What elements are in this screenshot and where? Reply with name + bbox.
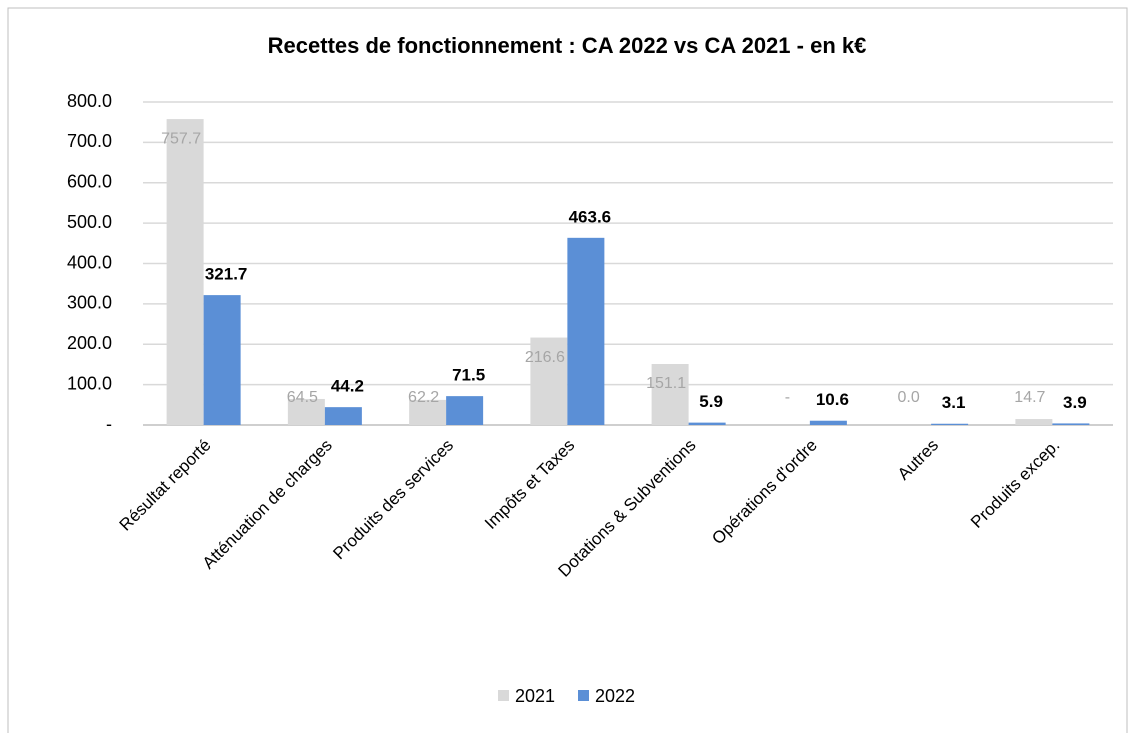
bar (688, 422, 726, 425)
bar (809, 420, 847, 425)
data-label: 62.2 (408, 389, 439, 406)
data-label: - (785, 389, 790, 406)
data-label: 71.5 (452, 366, 485, 385)
y-tick-label: - (106, 414, 112, 434)
data-label: 463.6 (569, 207, 612, 226)
y-tick-label: 400.0 (67, 252, 112, 272)
data-label: 14.7 (1014, 389, 1045, 406)
y-tick-label: 500.0 (67, 212, 112, 232)
data-label: 151.1 (646, 375, 686, 392)
data-label: 44.2 (331, 377, 364, 396)
data-label: 10.6 (816, 390, 849, 409)
bar (446, 396, 484, 425)
data-label: 0.0 (898, 389, 920, 406)
bar (166, 119, 204, 426)
bar (1015, 419, 1053, 425)
bar (567, 237, 605, 425)
bar (651, 363, 689, 425)
chart-title: Recettes de fonctionnement : CA 2022 vs … (268, 33, 867, 58)
legend-swatch (498, 690, 509, 701)
legend-label: 2022 (595, 686, 635, 706)
data-label: 64.5 (287, 389, 318, 406)
bar (1052, 423, 1090, 425)
y-tick-label: 300.0 (67, 293, 112, 313)
legend-swatch (578, 690, 589, 701)
bar (530, 337, 568, 425)
bar (287, 398, 325, 425)
data-label: 757.7 (161, 130, 201, 147)
data-label: 216.6 (525, 349, 565, 366)
y-tick-label: 200.0 (67, 333, 112, 353)
bar (931, 423, 969, 425)
bar (324, 407, 362, 425)
bar (203, 295, 241, 425)
data-label: 3.9 (1063, 393, 1087, 412)
data-label: 321.7 (205, 265, 248, 284)
y-tick-label: 100.0 (67, 373, 112, 393)
legend-label: 2021 (515, 686, 555, 706)
data-label: 3.1 (942, 393, 966, 412)
y-tick-label: 800.0 (67, 91, 112, 111)
y-tick-label: 600.0 (67, 172, 112, 192)
bar (409, 399, 447, 425)
data-label: 5.9 (699, 392, 723, 411)
y-tick-label: 700.0 (67, 131, 112, 151)
